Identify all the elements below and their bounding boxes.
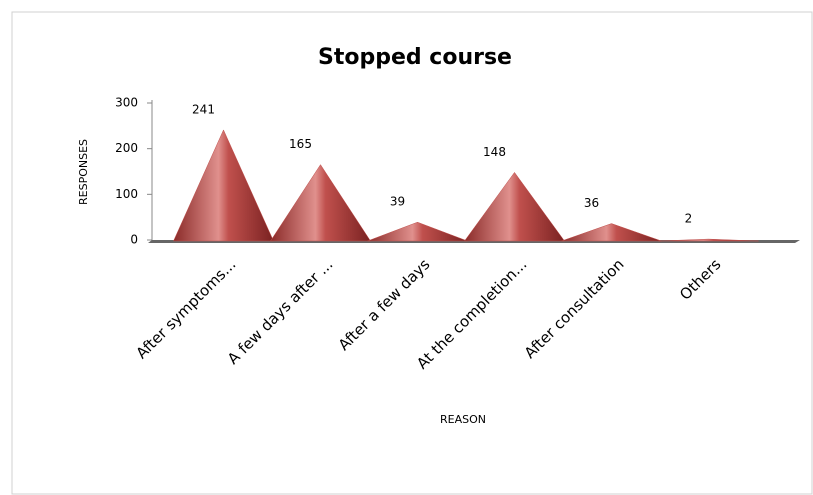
pyramid [561,223,662,242]
pyramid [173,129,274,242]
data-label: 36 [584,196,599,210]
data-label: 241 [192,102,215,116]
y-tick-label: 300 [115,96,138,110]
y-tick-label: 100 [115,187,138,201]
data-label: 148 [483,145,506,159]
pyramid [464,171,565,242]
y-axis-title: RESPONSES [77,139,90,205]
data-label: 2 [685,212,693,226]
pyramid [658,238,759,242]
data-label: 165 [289,137,312,151]
data-label: 39 [390,195,405,209]
chart-frame [11,11,813,495]
y-tick-label: 0 [130,233,138,247]
y-tick-label: 200 [115,141,138,155]
pyramid [270,164,371,242]
pyramid [367,221,468,242]
chart-title: Stopped course [318,45,512,70]
x-axis-title: REASON [440,413,486,426]
